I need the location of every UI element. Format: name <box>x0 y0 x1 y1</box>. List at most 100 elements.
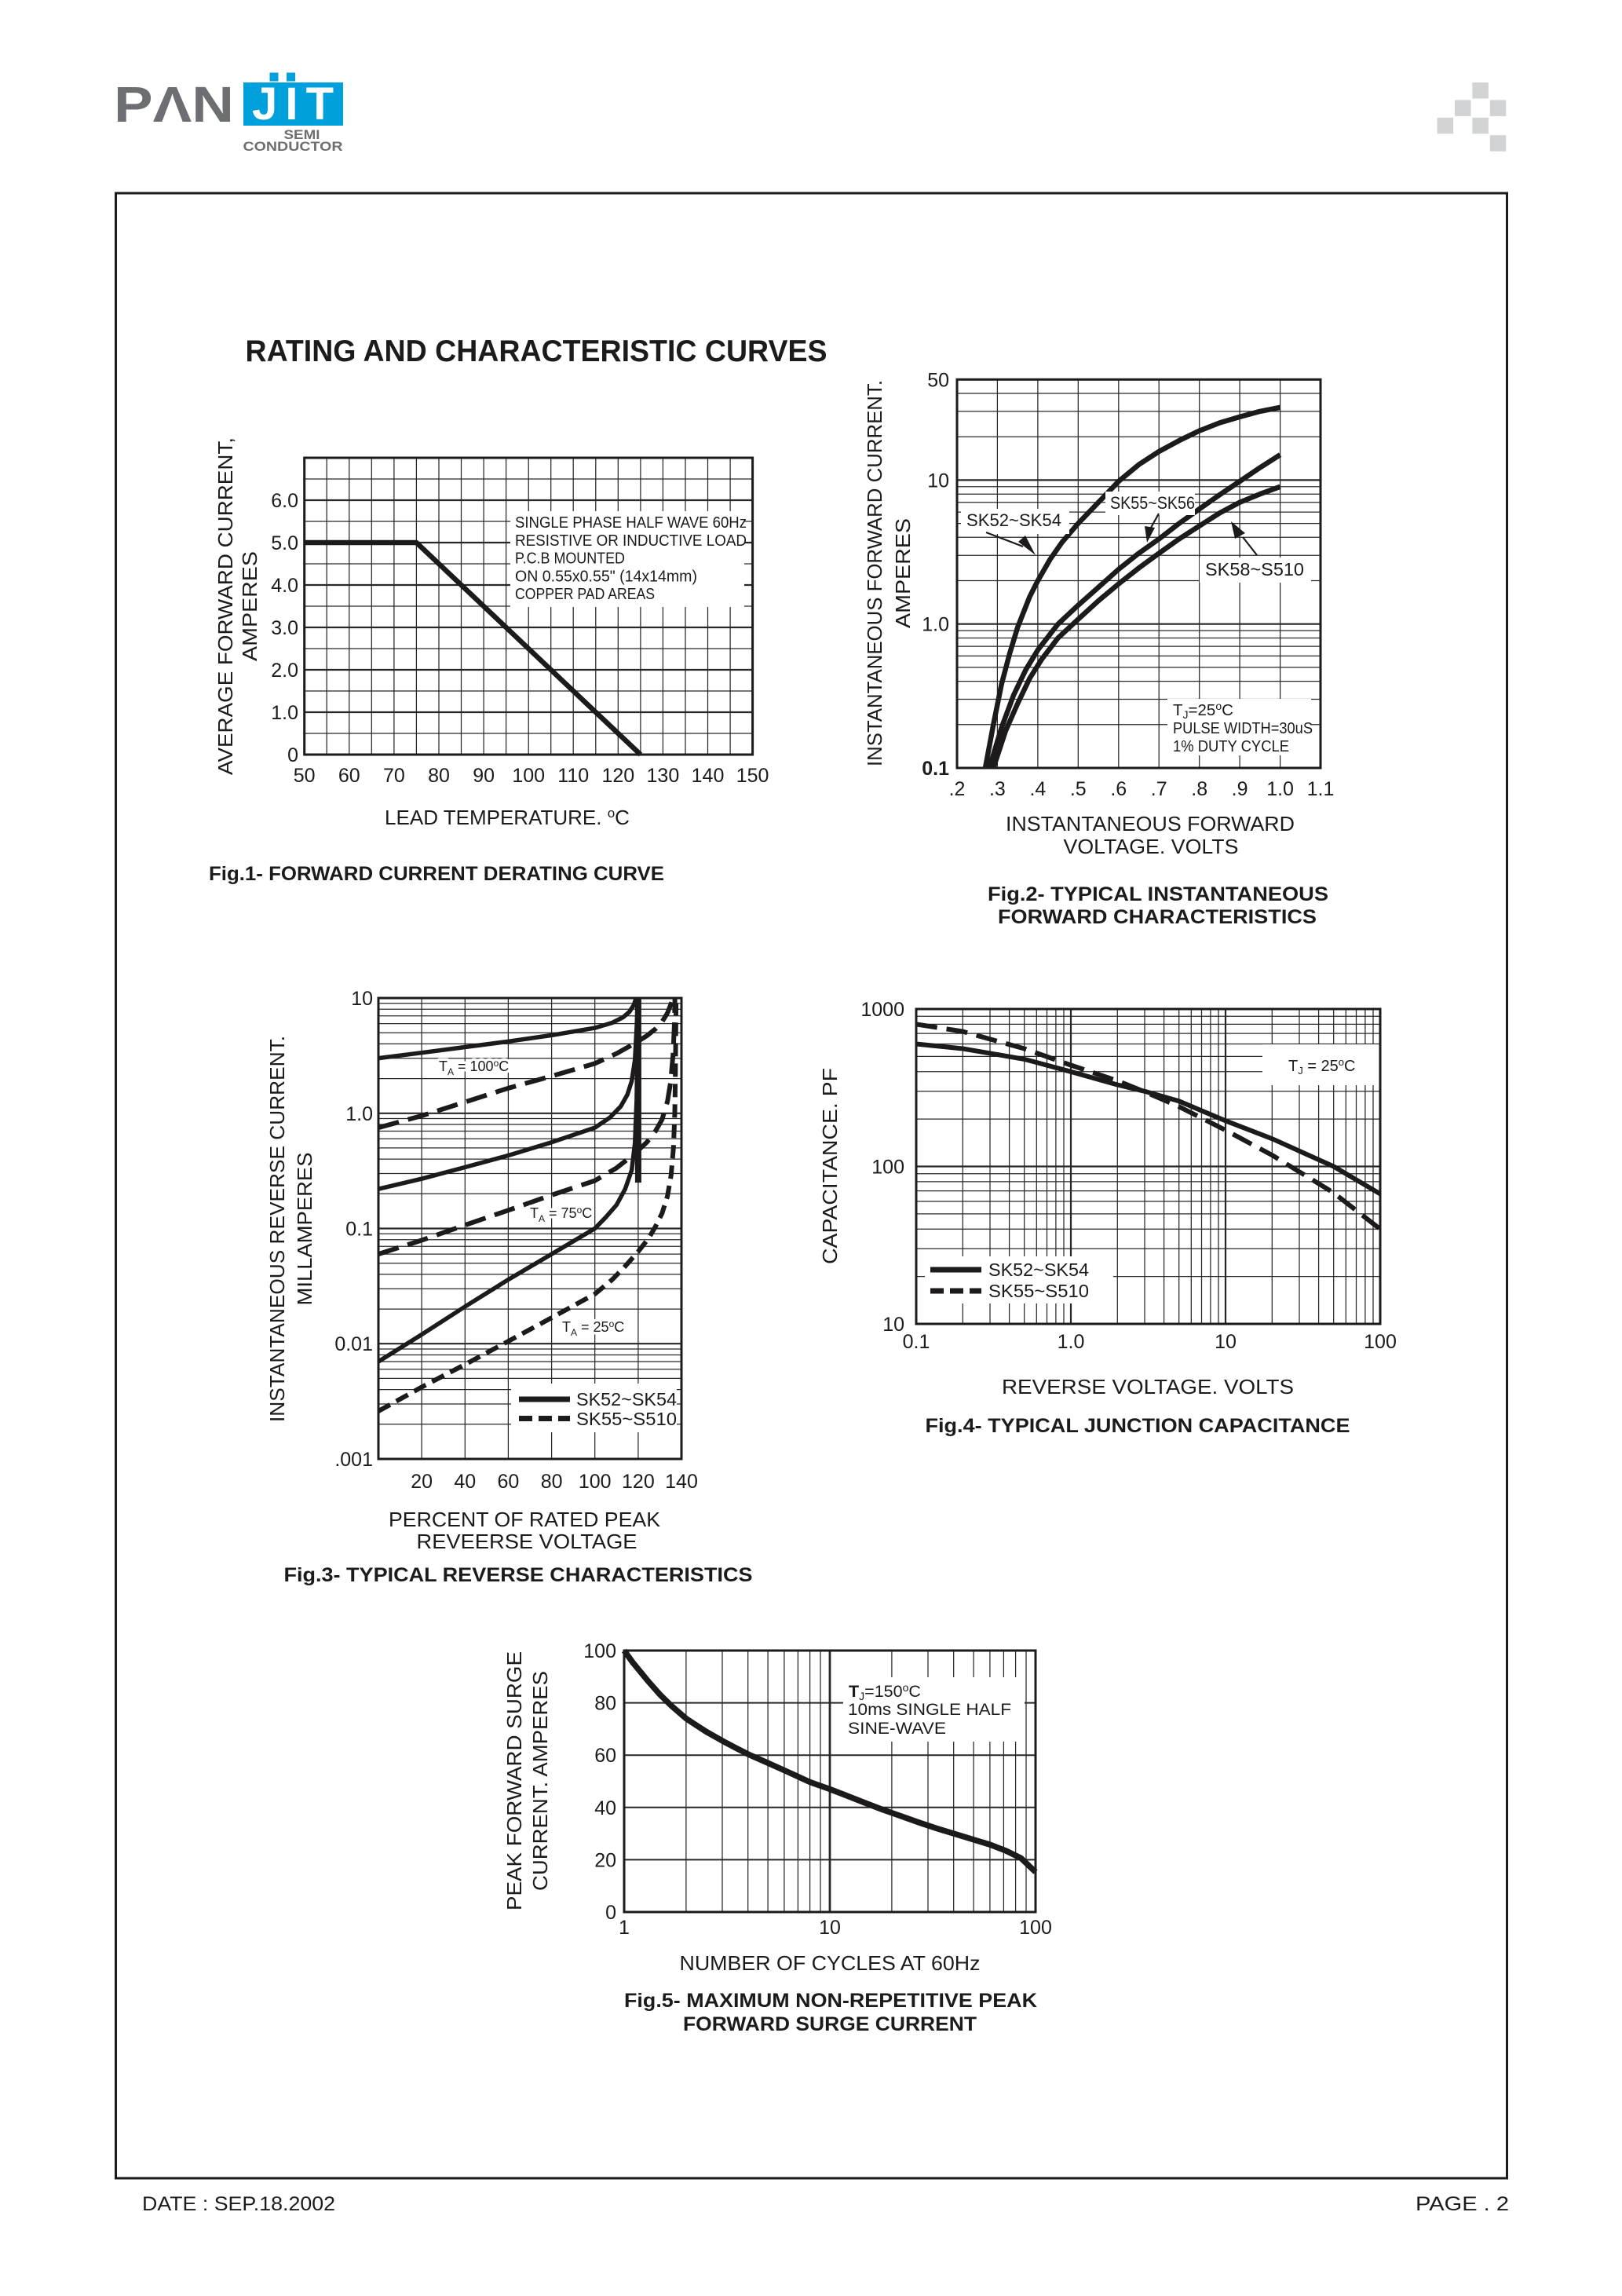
svg-text:0.1: 0.1 <box>345 1219 373 1241</box>
svg-text:80: 80 <box>541 1471 563 1493</box>
svg-text:INSTANTANEOUS FORWARD: INSTANTANEOUS FORWARD <box>1006 812 1295 835</box>
svg-text:10: 10 <box>1215 1331 1237 1353</box>
svg-text:PAGE . 2: PAGE . 2 <box>1416 2193 1509 2215</box>
svg-text:SEMI: SEMI <box>284 127 320 142</box>
svg-text:1.0: 1.0 <box>271 702 298 724</box>
svg-text:Fig.3- TYPICAL REVERSE CHARACT: Fig.3- TYPICAL REVERSE CHARACTERISTICS <box>284 1564 753 1586</box>
svg-text:SK58~S510: SK58~S510 <box>1205 559 1304 579</box>
svg-text:.4: .4 <box>1029 778 1046 800</box>
svg-text:1% DUTY CYCLE: 1% DUTY CYCLE <box>1173 737 1289 755</box>
svg-text:1.0: 1.0 <box>922 614 949 636</box>
svg-text:0.01: 0.01 <box>334 1333 373 1355</box>
svg-text:10: 10 <box>927 470 949 492</box>
svg-text:CURRENT. AMPERES: CURRENT. AMPERES <box>528 1671 552 1891</box>
svg-text:.2: .2 <box>949 778 966 800</box>
svg-text:140: 140 <box>692 765 725 787</box>
svg-text:1000: 1000 <box>860 999 904 1021</box>
svg-text:TJ=150oC: TJ=150oC <box>849 1681 921 1702</box>
svg-text:.8: .8 <box>1191 778 1207 800</box>
svg-text:SK55~SK56: SK55~SK56 <box>1110 493 1195 513</box>
svg-text:140: 140 <box>665 1471 698 1493</box>
svg-text:RESISTIVE OR INDUCTIVE LOAD: RESISTIVE OR INDUCTIVE LOAD <box>515 532 747 550</box>
svg-text:10: 10 <box>882 1314 904 1336</box>
svg-text:1.0: 1.0 <box>345 1103 373 1125</box>
svg-text:SINGLE PHASE HALF WAVE 60Hz: SINGLE PHASE HALF WAVE 60Hz <box>515 514 747 532</box>
svg-text:JIT: JIT <box>252 79 334 130</box>
svg-text:120: 120 <box>622 1471 655 1493</box>
svg-text:120: 120 <box>601 765 634 787</box>
svg-text:AMPERES: AMPERES <box>891 518 915 628</box>
svg-text:DATE : SEP.18.2002: DATE : SEP.18.2002 <box>142 2193 335 2215</box>
svg-text:.6: .6 <box>1110 778 1127 800</box>
svg-text:130: 130 <box>647 765 680 787</box>
svg-text:50: 50 <box>294 765 316 787</box>
svg-text:100: 100 <box>1364 1331 1397 1353</box>
svg-text:20: 20 <box>411 1471 433 1493</box>
svg-text:TA = 25oC: TA = 25oC <box>562 1318 624 1338</box>
svg-text:Fig.4- TYPICAL JUNCTION CAPACI: Fig.4- TYPICAL JUNCTION CAPACITANCE <box>926 1415 1350 1437</box>
svg-text:100: 100 <box>579 1471 612 1493</box>
svg-text:1.1: 1.1 <box>1307 778 1335 800</box>
svg-text:1.0: 1.0 <box>1058 1331 1085 1353</box>
svg-text:150: 150 <box>736 765 769 787</box>
svg-text:CAPACITANCE. PF: CAPACITANCE. PF <box>818 1068 842 1264</box>
svg-text:.5: .5 <box>1070 778 1087 800</box>
svg-text:20: 20 <box>594 1849 616 1871</box>
svg-text:0.1: 0.1 <box>922 758 949 780</box>
svg-text:10: 10 <box>351 988 373 1010</box>
svg-text:AMPERES: AMPERES <box>238 551 261 661</box>
svg-text:100: 100 <box>583 1640 616 1662</box>
svg-text:Fig.5- MAXIMUM NON-REPETITIVE: Fig.5- MAXIMUM NON-REPETITIVE PEAK <box>624 1990 1037 2012</box>
svg-text:5.0: 5.0 <box>271 532 298 554</box>
svg-text:.001: .001 <box>334 1449 373 1471</box>
svg-text:70: 70 <box>383 765 405 787</box>
svg-text:80: 80 <box>428 765 450 787</box>
svg-text:Fig.1- FORWARD CURRENT DERATIN: Fig.1- FORWARD CURRENT DERATING CURVE <box>209 863 664 885</box>
svg-text:SK52~SK54: SK52~SK54 <box>576 1389 677 1409</box>
svg-text:CONDUCTOR: CONDUCTOR <box>243 139 343 154</box>
svg-text:PERCENT OF RATED PEAK: PERCENT OF RATED PEAK <box>389 1508 661 1531</box>
svg-text:PEAK FORWARD SURGE: PEAK FORWARD SURGE <box>502 1651 526 1910</box>
svg-text:INSTANTANEOUS REVERSE CURRENT.: INSTANTANEOUS REVERSE CURRENT. <box>265 1036 289 1422</box>
svg-text:.9: .9 <box>1232 778 1248 800</box>
svg-text:3.0: 3.0 <box>271 617 298 639</box>
svg-text:PΛN: PΛN <box>114 76 234 133</box>
svg-text:0.1: 0.1 <box>903 1331 930 1353</box>
svg-text:REVERSE VOLTAGE. VOLTS: REVERSE VOLTAGE. VOLTS <box>1002 1375 1294 1398</box>
svg-text:PULSE WIDTH=30uS: PULSE WIDTH=30uS <box>1173 719 1313 737</box>
svg-text:VOLTAGE. VOLTS: VOLTAGE. VOLTS <box>1064 835 1239 858</box>
svg-text:COPPER PAD AREAS: COPPER PAD AREAS <box>515 585 655 603</box>
svg-text:Fig.2- TYPICAL INSTANTANEOUS: Fig.2- TYPICAL INSTANTANEOUS <box>988 883 1328 905</box>
svg-text:MILLAMPERES: MILLAMPERES <box>293 1153 316 1306</box>
svg-text:4.0: 4.0 <box>271 575 298 597</box>
svg-text:60: 60 <box>594 1745 616 1767</box>
svg-text:100: 100 <box>871 1157 904 1179</box>
svg-text:1: 1 <box>619 1917 630 1939</box>
svg-text:110: 110 <box>557 765 589 787</box>
svg-text:40: 40 <box>594 1797 616 1819</box>
svg-text:6.0: 6.0 <box>271 490 298 512</box>
svg-text:10ms SINGLE HALF: 10ms SINGLE HALF <box>848 1700 1011 1719</box>
svg-text:0: 0 <box>287 744 298 766</box>
svg-text:SK55~S510: SK55~S510 <box>576 1409 677 1429</box>
svg-text:1.0: 1.0 <box>1266 778 1294 800</box>
svg-text:60: 60 <box>497 1471 519 1493</box>
svg-text:NUMBER OF CYCLES AT 60Hz: NUMBER OF CYCLES AT 60Hz <box>680 1951 981 1975</box>
svg-text:FORWARD CHARACTERISTICS: FORWARD CHARACTERISTICS <box>998 906 1317 928</box>
svg-text:0: 0 <box>605 1902 616 1924</box>
svg-text:LEAD TEMPERATURE. oC: LEAD TEMPERATURE. oC <box>385 806 630 829</box>
svg-text:80: 80 <box>594 1693 616 1715</box>
svg-text:.7: .7 <box>1151 778 1167 800</box>
svg-text:100: 100 <box>1019 1917 1052 1939</box>
svg-text:TJ=25oC: TJ=25oC <box>1173 700 1233 721</box>
svg-text:10: 10 <box>819 1917 841 1939</box>
svg-text:SK52~SK54: SK52~SK54 <box>988 1260 1089 1280</box>
svg-text:P.C.B MOUNTED: P.C.B MOUNTED <box>515 550 625 568</box>
svg-text:50: 50 <box>927 369 949 391</box>
svg-text:2.0: 2.0 <box>271 660 298 682</box>
svg-text:REVEERSE VOLTAGE: REVEERSE VOLTAGE <box>417 1530 637 1553</box>
svg-text:90: 90 <box>473 765 495 787</box>
svg-text:.3: .3 <box>989 778 1006 800</box>
svg-text:40: 40 <box>454 1471 476 1493</box>
svg-text:100: 100 <box>512 765 545 787</box>
